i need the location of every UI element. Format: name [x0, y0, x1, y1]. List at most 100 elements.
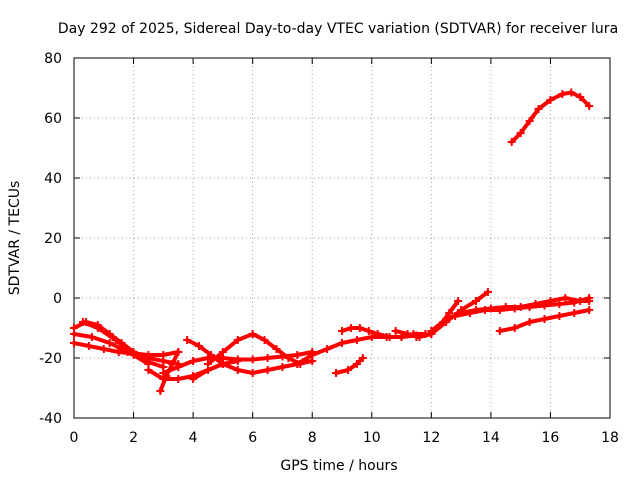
- y-tick-label: 60: [44, 111, 62, 127]
- data-point: [364, 327, 373, 335]
- data-point: [144, 351, 153, 359]
- data-point: [555, 312, 564, 320]
- series-line-track-13: [334, 356, 365, 375]
- data-point: [442, 315, 451, 323]
- data-point: [510, 304, 519, 313]
- data-point: [332, 369, 341, 377]
- data-point: [367, 333, 376, 341]
- data-point: [412, 333, 421, 341]
- data-point: [129, 351, 138, 359]
- data-point: [355, 324, 364, 332]
- data-point: [561, 294, 570, 302]
- y-tick-label: -40: [39, 411, 62, 427]
- data-point: [278, 363, 287, 371]
- y-axis-label: SDTVAR / TECUs: [7, 181, 23, 296]
- data-point: [159, 351, 168, 359]
- data-point: [338, 339, 346, 347]
- data-point: [585, 306, 594, 314]
- series-line-track-10: [191, 359, 240, 381]
- data-point: [156, 387, 165, 395]
- data-point: [93, 324, 102, 332]
- data-point: [248, 330, 257, 338]
- x-tick-label: 12: [422, 430, 440, 446]
- data-point: [540, 301, 549, 310]
- data-point: [233, 357, 242, 365]
- data-point: [483, 288, 492, 296]
- series-line-track-17: [453, 296, 592, 318]
- data-point: [189, 357, 198, 365]
- data-point: [472, 297, 480, 305]
- data-point: [144, 366, 153, 374]
- data-point: [263, 366, 272, 374]
- data-point: [555, 300, 564, 308]
- data-point: [272, 345, 281, 353]
- data-point: [70, 330, 78, 338]
- data-point: [248, 369, 257, 377]
- data-point: [525, 117, 534, 125]
- data-point: [525, 318, 534, 326]
- x-tick-label: 14: [482, 430, 500, 446]
- data-point: [454, 297, 463, 305]
- data-point: [525, 303, 534, 311]
- data-point: [352, 336, 361, 344]
- axis-ticks: [73, 57, 611, 419]
- data-point: [323, 345, 332, 353]
- data-point: [99, 345, 108, 353]
- data-point: [183, 336, 192, 344]
- x-axis-label: GPS time / hours: [280, 458, 397, 474]
- data-series: [70, 88, 594, 395]
- data-point: [162, 372, 171, 380]
- data-point: [308, 351, 317, 359]
- data-point: [263, 354, 272, 362]
- data-point: [516, 129, 525, 137]
- data-point: [427, 327, 436, 335]
- data-point: [284, 354, 293, 362]
- data-point: [534, 105, 543, 113]
- x-tick-label: 10: [363, 430, 381, 446]
- y-tick-label: 20: [44, 231, 62, 247]
- data-point: [338, 327, 346, 335]
- data-point: [352, 360, 361, 368]
- x-tick-label: 4: [189, 430, 198, 446]
- data-point: [358, 354, 367, 362]
- data-point: [585, 294, 594, 302]
- x-tick-label: 16: [542, 430, 560, 446]
- data-point: [385, 333, 394, 341]
- x-tick-labels: 0 2 4 6 8 10 12 14 16 18: [70, 430, 619, 446]
- data-point: [174, 348, 183, 356]
- y-tick-labels: -40 -20 0 20 40 60 80: [39, 51, 62, 427]
- x-tick-label: 8: [308, 430, 317, 446]
- data-point: [576, 93, 585, 101]
- data-point: [293, 351, 302, 359]
- x-tick-label: 0: [70, 430, 79, 446]
- data-point: [567, 88, 576, 97]
- y-tick-label: 80: [44, 51, 62, 67]
- data-point: [111, 336, 120, 344]
- y-tick-label: -20: [39, 351, 62, 367]
- data-point: [510, 324, 519, 332]
- data-point: [78, 318, 87, 326]
- data-point: [570, 309, 579, 317]
- data-point: [195, 342, 204, 350]
- data-point: [218, 348, 227, 356]
- data-point: [403, 330, 412, 338]
- data-point: [507, 138, 516, 146]
- data-point: [346, 324, 355, 332]
- series-line-track-8: [185, 338, 315, 375]
- data-point: [391, 327, 400, 335]
- data-point: [480, 306, 489, 314]
- series-line-track-11: [295, 332, 434, 366]
- data-point: [189, 375, 198, 383]
- data-point: [87, 333, 96, 341]
- data-point: [84, 342, 93, 350]
- data-point: [105, 339, 114, 347]
- series-line-track-7: [158, 350, 181, 393]
- data-point: [233, 336, 242, 344]
- series-line-track-9: [206, 332, 303, 366]
- data-point: [248, 355, 257, 364]
- data-point: [204, 366, 212, 374]
- data-point: [558, 90, 567, 98]
- data-point: [540, 315, 549, 323]
- data-point: [585, 102, 594, 110]
